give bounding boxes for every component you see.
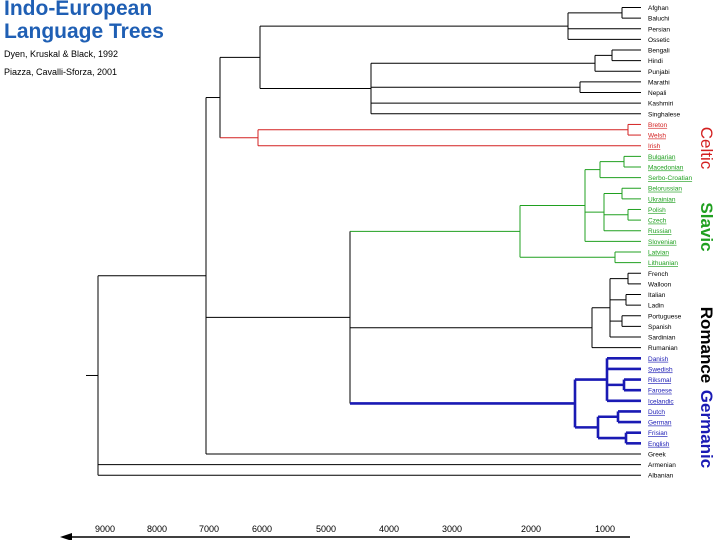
axis-tick-label: 7000	[199, 524, 219, 534]
leaf-label: Swedish	[648, 366, 673, 373]
leaf-label: Danish	[648, 356, 669, 363]
leaf-label: Walloon	[648, 281, 672, 288]
axis-tick-label: 6000	[252, 524, 272, 534]
leaf-label: English	[648, 441, 670, 448]
leaf-label: Bulgarian	[648, 154, 676, 161]
leaf-label: Polish	[648, 207, 666, 214]
leaf-label: Serbo-Croatian	[648, 175, 692, 182]
leaf-label: Russian	[648, 228, 672, 235]
leaf-label: Lithuanian	[648, 260, 678, 267]
leaf-label: Bengali	[648, 48, 670, 55]
leaf-label: Greek	[648, 451, 666, 458]
leaf-label: Spanish	[648, 324, 672, 331]
leaf-label: Kashmiri	[648, 101, 673, 108]
group-label-slavic: Slavic	[697, 202, 716, 252]
leaf-label: Irish	[648, 143, 661, 150]
leaf-label: Portuguese	[648, 313, 682, 320]
leaf-label: Hindi	[648, 58, 663, 65]
citation-piazza: Piazza, Cavalli-Sforza, 2001	[4, 67, 118, 77]
axis-tick-label: 5000	[316, 524, 336, 534]
leaf-label: Slovenian	[648, 239, 677, 246]
leaf-label: Nepali	[648, 90, 666, 97]
leaf-label: Rumanian	[648, 345, 678, 352]
leaf-label: Faroese	[648, 388, 672, 395]
axis-tick-label: 3000	[442, 524, 462, 534]
leaf-label: Breton	[648, 122, 668, 129]
leaf-label: Ladin	[648, 303, 664, 310]
leaf-label: Persian	[648, 26, 670, 33]
leaf-label: Macedonian	[648, 164, 684, 171]
axis-tick-label: 8000	[147, 524, 167, 534]
leaf-label: Singhalese	[648, 111, 681, 118]
leaf-label: Ukrainian	[648, 196, 676, 203]
title-line-2: Language Trees	[4, 20, 164, 43]
time-axis-arrow	[60, 533, 72, 540]
leaf-label: Armenian	[648, 462, 676, 469]
leaf-label: German	[648, 420, 672, 427]
leaf-label: Punjabi	[648, 69, 670, 76]
leaf-label: Afghan	[648, 5, 669, 12]
leaf-label: French	[648, 271, 669, 278]
leaf-label: Baluchi	[648, 16, 669, 23]
leaf-label: Ossetic	[648, 37, 670, 44]
leaf-label: Italian	[648, 292, 666, 299]
axis-tick-label: 9000	[95, 524, 115, 534]
axis-tick-label: 4000	[379, 524, 399, 534]
leaf-label: Frisian	[648, 430, 668, 437]
leaf-label: Belorussian	[648, 186, 682, 193]
axis-tick-label: 2000	[521, 524, 541, 534]
leaf-label: Welsh	[648, 133, 666, 140]
group-label-germanic: Germanic	[697, 389, 716, 469]
group-label-romance: Romance	[697, 306, 716, 384]
leaf-label: Icelandic	[648, 398, 674, 405]
citation-dyen: Dyen, Kruskal & Black, 1992	[4, 49, 119, 59]
title-line-1: Indo-European	[4, 0, 153, 20]
group-label-celtic: Celtic	[697, 126, 716, 170]
leaf-label: Dutch	[648, 409, 665, 416]
leaf-label: Albanian	[648, 473, 674, 480]
leaf-label: Czech	[648, 218, 667, 225]
leaf-label: Latvian	[648, 249, 669, 256]
axis-tick-label: 1000	[595, 524, 615, 534]
leaf-label: Marathi	[648, 79, 670, 86]
leaf-label: Riksmal	[648, 377, 672, 384]
leaf-label: Sardinian	[648, 335, 676, 342]
